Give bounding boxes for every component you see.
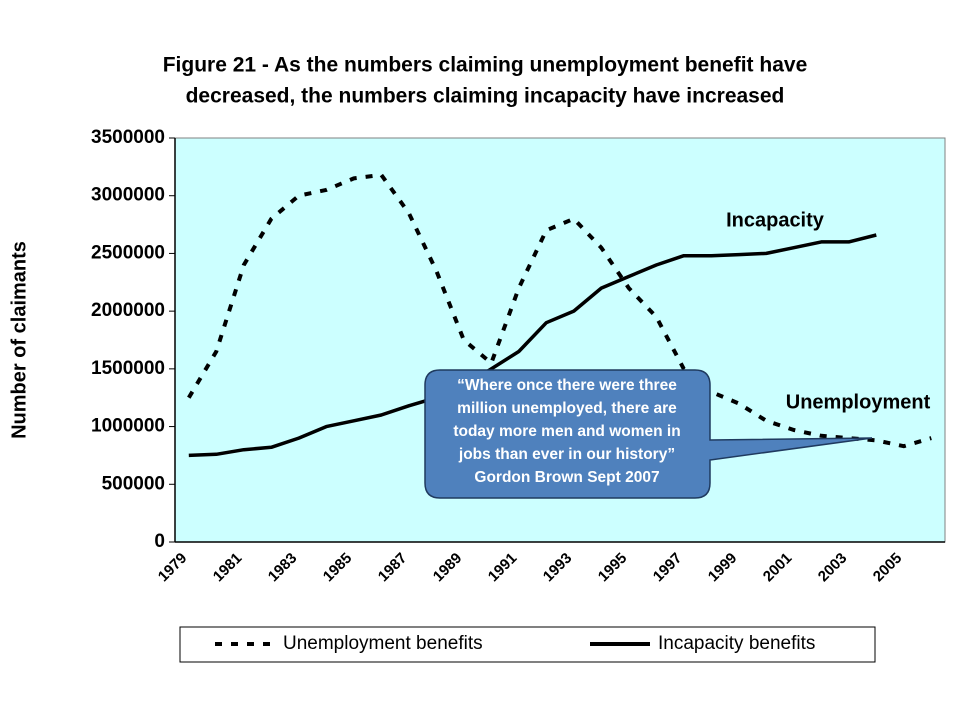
chart-title: Figure 21 - As the numbers claiming unem…: [163, 54, 808, 77]
x-tick-label: 1993: [540, 550, 576, 586]
y-tick-label: 2500000: [91, 242, 165, 263]
callout-text: “Where once there were three: [457, 377, 677, 394]
x-tick-label: 1991: [485, 550, 521, 586]
callout-text: jobs than ever in our history”: [458, 446, 675, 463]
y-tick-label: 2000000: [91, 300, 165, 321]
y-tick-label: 3000000: [91, 185, 165, 206]
y-tick-label: 0: [154, 531, 165, 552]
x-tick-label: 1999: [705, 550, 741, 586]
legend: [179, 626, 876, 663]
legend-label: Unemployment benefits: [283, 633, 483, 654]
series-line: [187, 172, 932, 449]
x-tick-label: 1997: [650, 550, 686, 586]
callout-text: today more men and women in: [453, 423, 680, 440]
x-tick-label: 1983: [265, 550, 301, 586]
x-tick-label: 1979: [155, 550, 191, 586]
y-tick-label: 500000: [102, 473, 165, 494]
callout-text: Gordon Brown Sept 2007: [474, 469, 659, 486]
y-tick-label: 1000000: [91, 416, 165, 437]
legend-label: Incapacity benefits: [658, 633, 815, 654]
x-tick-label: 1989: [430, 550, 466, 586]
x-tick-label: 2005: [870, 550, 906, 586]
callout-box: [424, 369, 873, 499]
annotation: Incapacity: [726, 209, 825, 231]
y-tick-label: 1500000: [91, 358, 165, 379]
series-line: [188, 233, 877, 458]
x-tick-label: 1995: [595, 550, 631, 586]
x-tick-label: 2003: [815, 550, 851, 586]
y-tick-label: 3500000: [91, 127, 165, 148]
x-tick-label: 1985: [320, 550, 356, 586]
callout-text: million unemployed, there are: [457, 400, 677, 417]
x-tick-label: 2001: [760, 550, 796, 586]
x-tick-label: 1981: [210, 550, 246, 586]
annotation: Unemployment: [786, 391, 931, 413]
y-axis-label: Number of claimants: [8, 241, 30, 439]
chart-title: decreased, the numbers claiming incapaci…: [186, 85, 785, 108]
x-tick-label: 1987: [375, 550, 411, 586]
